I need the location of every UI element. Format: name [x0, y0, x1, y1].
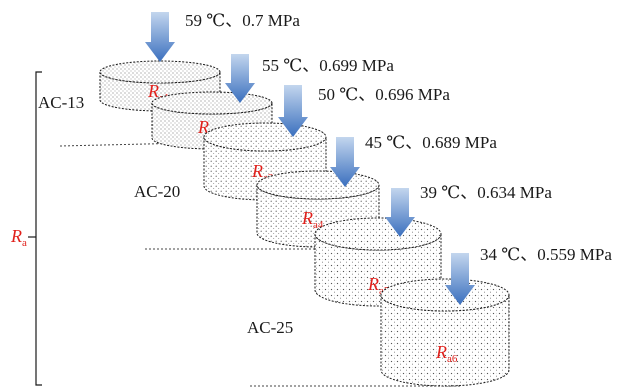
condition-label-4: 45 ℃、0.689 MPa [365, 133, 497, 152]
total-resistance-label: Ra [10, 226, 27, 249]
cylinder-top [314, 217, 442, 251]
cylinder-top [99, 60, 221, 84]
condition-label-3: 50 ℃、0.696 MPa [318, 85, 450, 104]
cylinder-group: Ra1Ra2Ra3Ra4Ra5Ra6 [99, 60, 510, 387]
load-arrow-3 [278, 85, 308, 137]
total-resistance-bracket [35, 71, 42, 386]
resistance-symbol: R [435, 342, 447, 362]
resistance-subscript: a6 [447, 353, 458, 365]
condition-label-5: 39 ℃、0.634 MPa [420, 183, 552, 202]
resistance-label-a6: Ra6 [435, 342, 458, 365]
resistance-symbol: R [147, 81, 159, 101]
condition-label-1: 59 ℃、0.7 MPa [185, 11, 300, 30]
condition-label-6: 34 ℃、0.559 MPa [480, 245, 612, 264]
resistance-symbol: R [251, 161, 263, 181]
cylinder-6: Ra6 [380, 278, 510, 387]
arrow-group [145, 12, 475, 305]
total-resistance-subscript: a [22, 237, 27, 249]
load-arrow-4 [330, 137, 360, 187]
cylinder-top [203, 122, 327, 152]
layer-label-ac13: AC-13 [38, 93, 84, 112]
resistance-label-a4: Ra4 [301, 208, 324, 231]
load-arrow-5 [385, 188, 415, 237]
load-arrow-2 [225, 54, 255, 103]
condition-label-2: 55 ℃、0.699 MPa [262, 56, 394, 75]
cylinder-top [256, 170, 380, 200]
total-resistance-symbol: R [10, 226, 22, 246]
cylinder-top [380, 278, 510, 312]
load-arrow-6 [445, 253, 475, 305]
cylinder-body [380, 294, 510, 387]
layer-label-ac20: AC-20 [134, 182, 180, 201]
load-arrow-1 [145, 12, 175, 62]
cylinder-top [151, 91, 273, 115]
resistance-symbol: R [301, 208, 313, 228]
layer-label-ac25: AC-25 [247, 318, 293, 337]
resistance-symbol: R [197, 117, 209, 137]
resistance-symbol: R [367, 274, 379, 294]
resistance-subscript: a4 [313, 219, 324, 231]
